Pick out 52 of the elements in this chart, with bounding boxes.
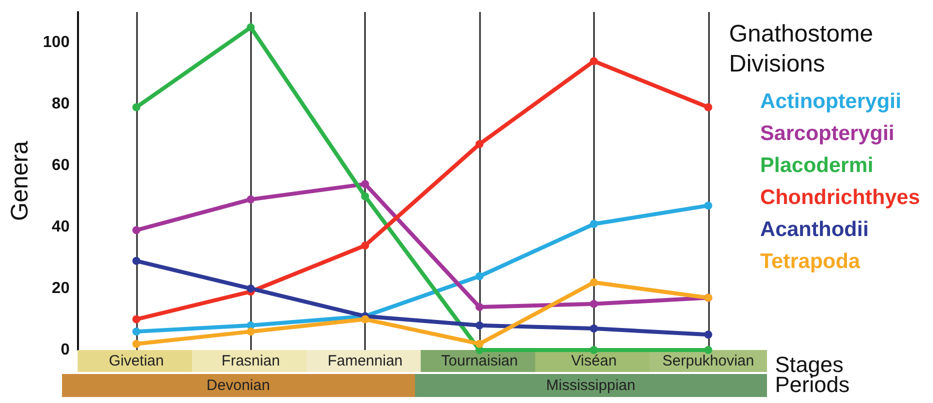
legend-title: Gnathostome Divisions: [729, 20, 874, 78]
point: [590, 300, 598, 308]
x-tick-label: Viséan: [571, 352, 617, 370]
point: [246, 284, 255, 293]
text: Stages: [775, 352, 844, 377]
y-tick-label: 0: [60, 342, 70, 358]
text: Acanthodii: [760, 218, 869, 241]
point: [246, 23, 255, 32]
y-tick-label: 80: [52, 96, 70, 113]
point: [475, 321, 484, 330]
text: Devonian: [62, 374, 414, 397]
x-tick-label: Frasnian: [222, 352, 280, 370]
point: [590, 346, 598, 354]
y-tick-label: 40: [52, 218, 70, 236]
point: [132, 340, 140, 348]
text: Actinopterygii: [760, 90, 902, 113]
x-tick-label: Givetian: [108, 352, 164, 370]
point: [132, 226, 140, 234]
point: [361, 242, 370, 250]
point: [590, 324, 598, 332]
point: [132, 256, 140, 265]
point: [246, 195, 255, 204]
x-tick-label: Serpukhovian: [662, 352, 754, 370]
text: Sarcopterygii: [760, 122, 894, 145]
point: [361, 315, 370, 324]
text: Mississippian: [414, 374, 767, 397]
point: [590, 278, 598, 286]
point: [246, 328, 255, 336]
y-tick-label: 60: [52, 157, 70, 174]
point: [590, 220, 598, 228]
point: [132, 328, 140, 336]
text: Tetrapoda: [760, 250, 860, 273]
y-tick-label: 100: [42, 34, 70, 52]
point: [132, 315, 140, 324]
x-tick-label: Famennian: [328, 352, 403, 370]
point: [704, 346, 712, 354]
point: [361, 180, 370, 188]
point: [475, 302, 484, 311]
point: [361, 192, 370, 200]
x-tick-label: Tournaisian: [441, 352, 518, 370]
point: [704, 330, 712, 339]
point: [704, 103, 712, 112]
text: Chondrichthyes: [760, 186, 920, 209]
point: [590, 57, 598, 66]
point: [475, 272, 484, 280]
point: [704, 202, 712, 210]
point: [475, 340, 484, 348]
point: [132, 103, 140, 112]
y-axis-title: Genera: [6, 140, 34, 222]
text: Placodermi: [760, 154, 874, 177]
point: [475, 140, 484, 148]
y-tick-label: 20: [52, 280, 70, 298]
